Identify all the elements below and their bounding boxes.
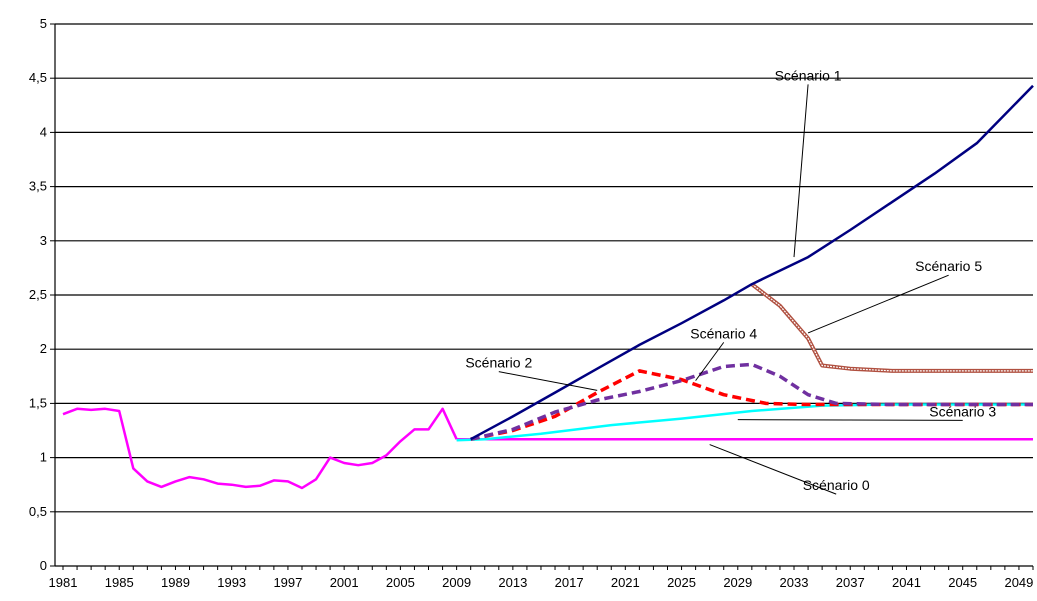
x-tick-label: 1981 <box>49 575 78 590</box>
annotation-leader-line <box>709 444 837 495</box>
x-tick-label: 2005 <box>386 575 415 590</box>
annotations: Scénario 1 Scénario 5 Scénario 4 Scénario 2… <box>465 67 996 495</box>
y-tick-label: 1,5 <box>29 395 47 410</box>
x-tick-label: 2033 <box>780 575 809 590</box>
x-tick-label: 1997 <box>273 575 302 590</box>
y-tick-label: 1 <box>40 450 47 465</box>
x-tick-label: 2001 <box>330 575 359 590</box>
annotation-leader-line <box>737 419 963 421</box>
x-tick-label: 2017 <box>555 575 584 590</box>
data-series <box>62 84 1034 490</box>
annotation-leader-line <box>807 274 949 334</box>
gridlines <box>50 23 1033 567</box>
x-tick-label: 2025 <box>667 575 696 590</box>
x-tick-label: 2041 <box>892 575 921 590</box>
annotation-label: Scénario 0 <box>803 477 870 493</box>
y-tick-label: 5 <box>40 16 47 31</box>
x-tick-label: 2037 <box>836 575 865 590</box>
x-tick-label: 2029 <box>723 575 752 590</box>
y-tick-label: 2 <box>40 341 47 356</box>
x-tick-label: 1989 <box>161 575 190 590</box>
annotation-leader-line <box>498 371 598 391</box>
annotation-label: Scénario 2 <box>465 355 532 371</box>
series-line-sc-nario-5 <box>750 282 1033 373</box>
y-tick-label: 0,5 <box>29 504 47 519</box>
x-tick-label: 1993 <box>217 575 246 590</box>
x-tick-label: 2021 <box>611 575 640 590</box>
annotation-leader-line <box>793 84 809 258</box>
y-axis-tick-labels: 0 0,5 1 1,5 2 2,5 3 3,5 4 4,5 5 <box>29 16 47 573</box>
annotation-label: Scénario 3 <box>929 403 996 419</box>
y-tick-label: 4,5 <box>29 70 47 85</box>
annotation-label: Scénario 1 <box>775 67 842 83</box>
y-tick-label: 2,5 <box>29 287 47 302</box>
x-tick-label: 2045 <box>948 575 977 590</box>
series-line-sc-nario-3 <box>456 403 1033 442</box>
annotation-leader-line <box>695 342 725 381</box>
y-tick-label: 3 <box>40 233 47 248</box>
series-line-sc-nario-4 <box>470 362 1033 441</box>
annotation-label: Scénario 5 <box>915 258 982 274</box>
axes <box>54 24 1034 570</box>
x-tick-label: 2013 <box>498 575 527 590</box>
annotation-label: Scénario 4 <box>690 325 757 341</box>
series-line-historical <box>62 407 458 490</box>
x-tick-label: 2009 <box>442 575 471 590</box>
y-tick-label: 0 <box>40 558 47 573</box>
y-tick-label: 3,5 <box>29 179 47 194</box>
series-line-sc-nario-1 <box>470 84 1034 441</box>
x-axis-tick-labels: 1981 1985 1989 1993 1997 2001 2005 2009 2013 2017… <box>49 575 1034 590</box>
series-line-sc-nario-5-inner <box>751 283 1033 372</box>
x-tick-label: 2049 <box>1004 575 1033 590</box>
y-tick-label: 4 <box>40 124 47 139</box>
x-tick-label: 1985 <box>105 575 134 590</box>
